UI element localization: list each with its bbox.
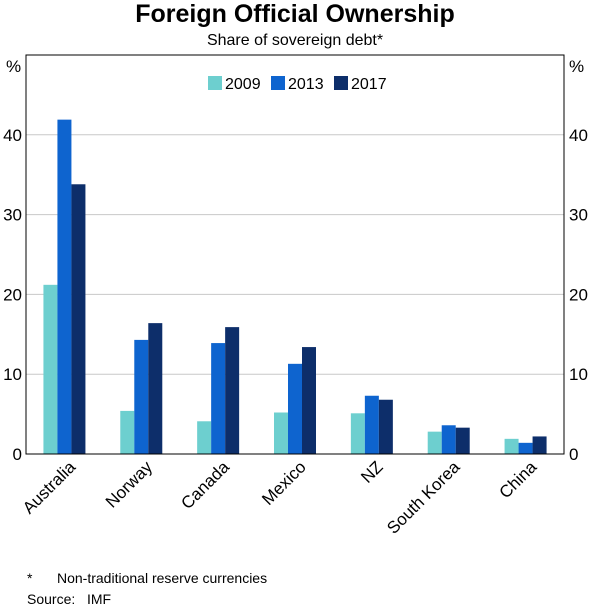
x-tick-label: China [496, 457, 541, 502]
plot-frame [25, 54, 565, 455]
footnote-mark: * [27, 570, 33, 586]
x-tick-label: South Korea [383, 457, 464, 538]
bar-2013 [134, 339, 149, 454]
x-tick-label: NZ [357, 457, 386, 486]
y-unit-left: % [6, 57, 21, 76]
bar-2009 [120, 410, 135, 454]
bar-2009 [43, 284, 58, 454]
y-tick-label-left: 40 [3, 126, 22, 145]
bar-2013 [441, 425, 456, 454]
bar-2013 [518, 442, 533, 454]
y-tick-label-right: 30 [569, 206, 588, 225]
x-tick-label: Norway [102, 457, 157, 512]
footnote: * Non-traditional reserve currencies [27, 569, 267, 587]
y-tick-label-right: 20 [569, 285, 588, 304]
bar-2009 [427, 431, 442, 454]
bar-2017 [71, 184, 86, 454]
y-unit-right: % [569, 57, 584, 76]
x-tick-label: Australia [19, 457, 80, 518]
y-tick-label-left: 30 [3, 206, 22, 225]
legend-label: 2017 [351, 76, 387, 93]
y-tick-label-left: 10 [3, 365, 22, 384]
legend-swatch [271, 76, 285, 90]
source-text: IMF [87, 591, 112, 607]
bar-2017 [302, 347, 316, 454]
legend-swatch [334, 76, 348, 90]
y-tick-label-right: 0 [569, 445, 578, 464]
source-label: Source: [27, 591, 76, 607]
y-tick-label-left: 0 [13, 445, 22, 464]
legend-label: 2013 [288, 76, 324, 93]
source-note: Source: IMF [27, 590, 111, 608]
legend-label: 2009 [225, 76, 261, 93]
bar-2013 [211, 343, 226, 454]
bar-2017 [378, 399, 393, 454]
bar-2013 [364, 395, 379, 454]
y-tick-label-right: 40 [569, 126, 588, 145]
bar-2009 [504, 438, 519, 454]
chart-subtitle: Share of sovereign debt* [206, 32, 384, 49]
bar-2017 [455, 427, 470, 454]
bar-2017 [532, 436, 547, 454]
bar-2017 [225, 327, 240, 454]
bar-2013 [57, 119, 72, 454]
y-tick-label-right: 10 [569, 365, 588, 384]
bar-2009 [274, 412, 288, 454]
footnote-text: Non-traditional reserve currencies [57, 570, 268, 586]
x-tick-label: Mexico [258, 457, 310, 509]
y-tick-label-left: 20 [3, 285, 22, 304]
bar-2009 [350, 413, 365, 454]
bar-2009 [197, 421, 212, 454]
chart-title: Foreign Official Ownership [135, 0, 455, 28]
bar-2013 [288, 363, 302, 454]
x-tick-label: Canada [177, 457, 233, 513]
legend-swatch [208, 76, 222, 90]
bar-2017 [148, 323, 163, 454]
